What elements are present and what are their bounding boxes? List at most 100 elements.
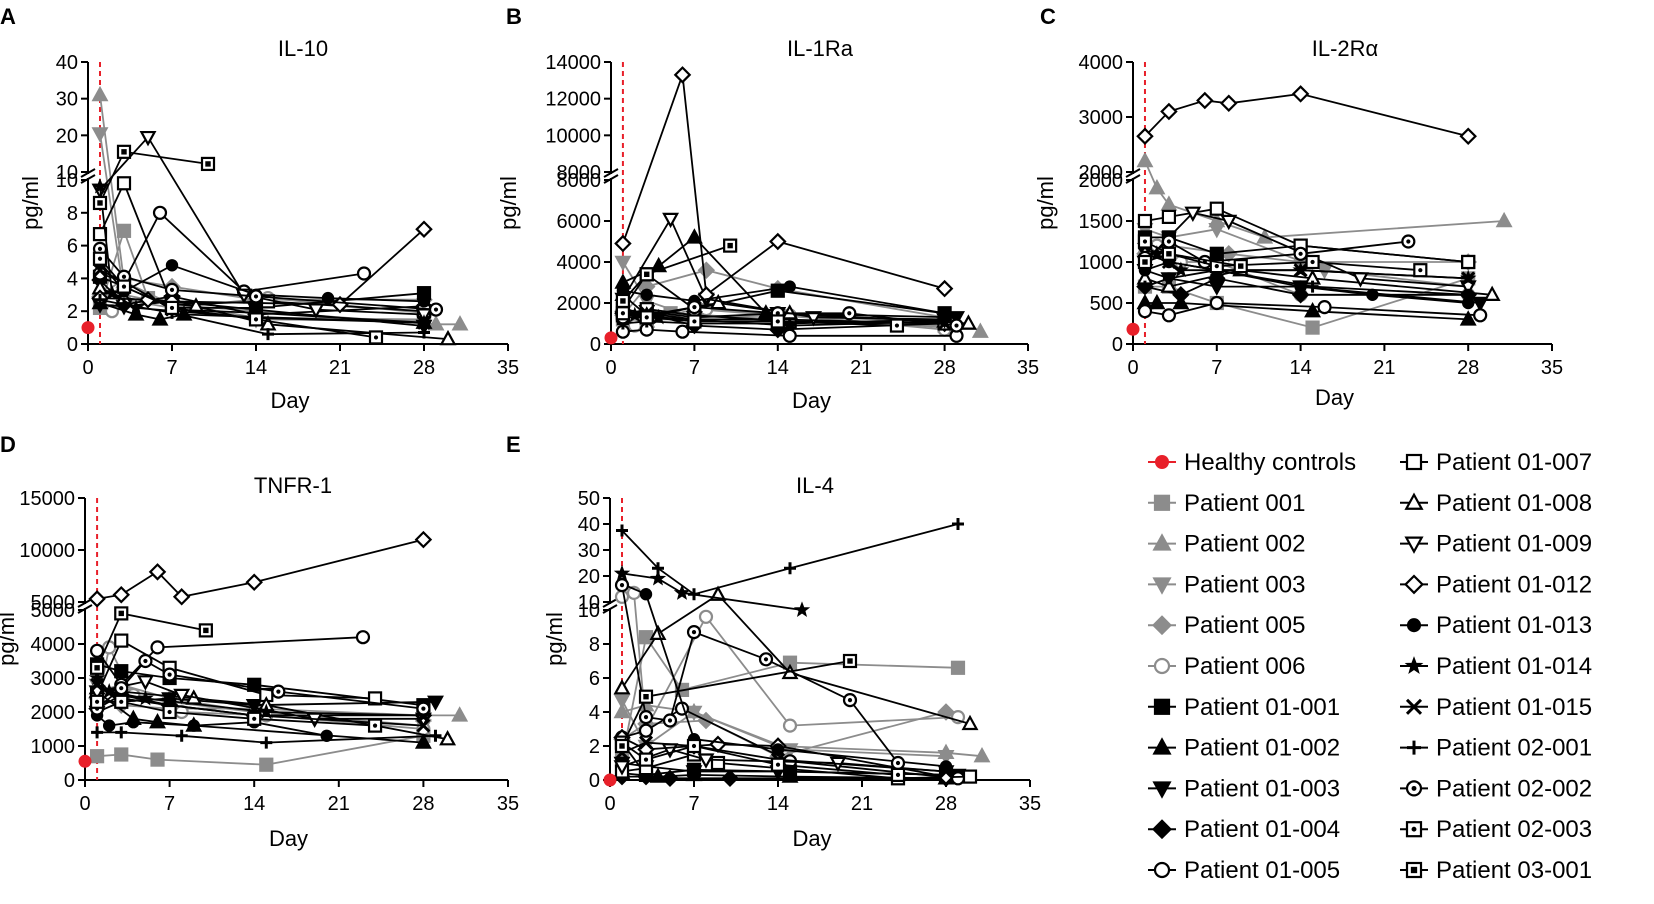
panel-a-point-patient-02-003-center	[253, 317, 259, 322]
panel-a-y-tick-label: 20	[56, 125, 78, 147]
panel-e-point-patient-001	[950, 660, 966, 675]
panel-e-y-tick-label: 4	[589, 702, 600, 724]
panel-e-point-patient-006	[698, 609, 714, 624]
panel-a-point-patient-01-014	[91, 178, 109, 194]
panel-e-y-axis-label: pg/ml	[542, 612, 567, 666]
panel-c-point-patient-02-002-center	[1298, 251, 1303, 256]
panel-b-point-patient-02-002-center	[775, 311, 780, 316]
panel-d-y-tick-label: 4000	[31, 634, 76, 656]
panel-d-point-patient-01-012	[148, 563, 167, 581]
panel-c-point-patient-01-005	[1161, 308, 1177, 323]
panel-d-point-patient-02-003-center	[94, 699, 100, 704]
panel-d-point-patient-001	[150, 752, 165, 767]
panel-b-point-patient-02-002-center	[692, 305, 697, 310]
panel-c-point-patient-01-002	[1304, 302, 1322, 318]
panel-e-point-patient-02-003-center	[643, 757, 649, 762]
panel-d-y-tick-label: 3000	[31, 668, 76, 690]
panel-a-y-tick-label: 6	[67, 236, 78, 258]
panel-e-point-patient-02-001	[616, 524, 628, 537]
panel-c-point-patient-01-005	[1209, 295, 1224, 311]
panel-d-point-patient-03-001-center	[94, 665, 100, 671]
panel-d-series-patient-02-003	[89, 694, 383, 733]
panel-a-point-patient-001	[116, 223, 132, 238]
panel-e-point-patient-01-005	[638, 723, 654, 738]
panel-c-point-patient-02-002-center	[1406, 239, 1411, 244]
panel-a-point-patient-02-001	[262, 328, 274, 341]
panel-a-point-patient-02-003-center	[169, 305, 175, 311]
panel-c-x-tick-label: 7	[1211, 357, 1222, 379]
panel-c-point-patient-01-012	[1196, 91, 1214, 110]
panel-e-series-patient-01-014	[613, 564, 811, 617]
panel-e-point-patient-002	[973, 747, 991, 763]
panel-b-point-patient-01-001	[770, 283, 785, 298]
panel-e-point-patient-02-002-center	[763, 657, 769, 662]
panel-d-point-patient-02-003-center	[119, 699, 124, 704]
panel-d-point-patient-01-015	[416, 718, 431, 733]
panel-b-point-patient-02-002-center	[847, 311, 852, 316]
panel-a-x-tick-label: 21	[329, 357, 351, 379]
panel-c-point-patient-01-009	[1184, 206, 1202, 222]
panel-a-y-tick-label: 10	[56, 162, 78, 184]
panel-a-x-tick-label: 0	[82, 357, 93, 379]
panel-a-x-axis-label: Day	[270, 388, 309, 413]
panel-d-point-patient-01-005	[89, 643, 105, 658]
panel-e-x-tick-label: 28	[935, 793, 957, 815]
panel-a-point-patient-03-001-center	[205, 161, 211, 167]
panel-c-point-patient-01-005	[1317, 300, 1332, 315]
panel-c-point-patient-01-007	[1137, 213, 1153, 229]
panel-b-y-tick-label: 0	[590, 334, 601, 356]
legend-marker-patient-01-014	[1404, 656, 1424, 674]
legend-label-patient-02-003: Patient 02-003	[1436, 816, 1592, 843]
panel-e-y-tick-label: 6	[589, 668, 600, 690]
panel-e-point-patient-02-001	[952, 518, 964, 530]
panel-c-x-axis-label: Day	[1315, 385, 1354, 410]
panel-e-y-tick-label: 10	[578, 600, 600, 622]
panel-c-series-patient-02-002	[1137, 234, 1416, 270]
panel-b-y-axis-label: pg/ml	[496, 176, 521, 230]
panel-b-title: IL-1Ra	[787, 36, 854, 61]
panel-e-y-tick-label: 50	[578, 488, 600, 510]
panel-b-point-patient-01-012	[769, 232, 787, 251]
panel-c-point-patient-02-002-center	[1166, 239, 1172, 244]
panel-c-x-tick-label: 35	[1541, 357, 1563, 379]
panel-b-x-tick-label: 21	[850, 357, 872, 379]
legend-marker-patient-01-008	[1404, 492, 1424, 510]
panel-d-point-patient-01-012	[112, 585, 131, 604]
panel-a-point-patient-01-013	[417, 295, 431, 308]
panel-e-point-patient-02-002-center	[691, 630, 697, 635]
panel-c-point-patient-01-005	[1473, 308, 1488, 323]
panel-c-series-patient-002	[1136, 151, 1513, 244]
panel-d-y-tick-label: 15000	[19, 488, 75, 510]
panel-c-point-patient-01-012	[1220, 94, 1238, 113]
panel-e-y-tick-label: 30	[578, 540, 600, 562]
panel-c-point-patient-03-001-center	[1238, 263, 1244, 269]
panel-e-point-patient-006	[782, 718, 798, 733]
panel-c-point-patient-03-001-center	[1166, 251, 1172, 257]
panel-b-x-tick-label: 14	[767, 357, 789, 379]
panel-b-point-patient-01-002	[685, 228, 703, 244]
legend-marker-patient-005	[1152, 615, 1172, 636]
panel-e-point-patient-01-014	[613, 564, 631, 581]
panel-a-point-patient-02-002-center	[97, 246, 103, 251]
panel-d-point-patient-01-012	[172, 588, 191, 606]
panel-a-point-patient-02-002-center	[169, 287, 175, 292]
legend: Healthy controls Patient 001 Patient 002 Pa…	[1148, 449, 1592, 884]
panel-d-point-patient-02-002-center	[167, 672, 172, 677]
legend-label-patient-003: Patient 003	[1184, 571, 1305, 598]
legend-label-patient-03-001: Patient 03-001	[1436, 857, 1592, 884]
panel-c-point-patient-01-012	[1136, 127, 1154, 146]
panel-a-point-patient-02-002-center	[253, 294, 259, 299]
panel-e-point-patient-006	[614, 589, 630, 604]
panel-a-point-patient-02-001	[418, 326, 430, 339]
panel-d-point-patient-02-001	[175, 729, 188, 742]
panel-a-point-patient-03-001-center	[121, 149, 127, 155]
panel-d-point-patient-01-013	[127, 716, 140, 729]
panel-c-line-patient-01-012	[1144, 92, 1469, 138]
panel-d-point-patient-02-002-center	[421, 706, 426, 711]
panel-e-x-tick-label: 7	[688, 793, 699, 815]
panel-b-point-patient-01-005	[675, 324, 690, 339]
panel-a-point-patient-02-002-center	[121, 274, 127, 279]
